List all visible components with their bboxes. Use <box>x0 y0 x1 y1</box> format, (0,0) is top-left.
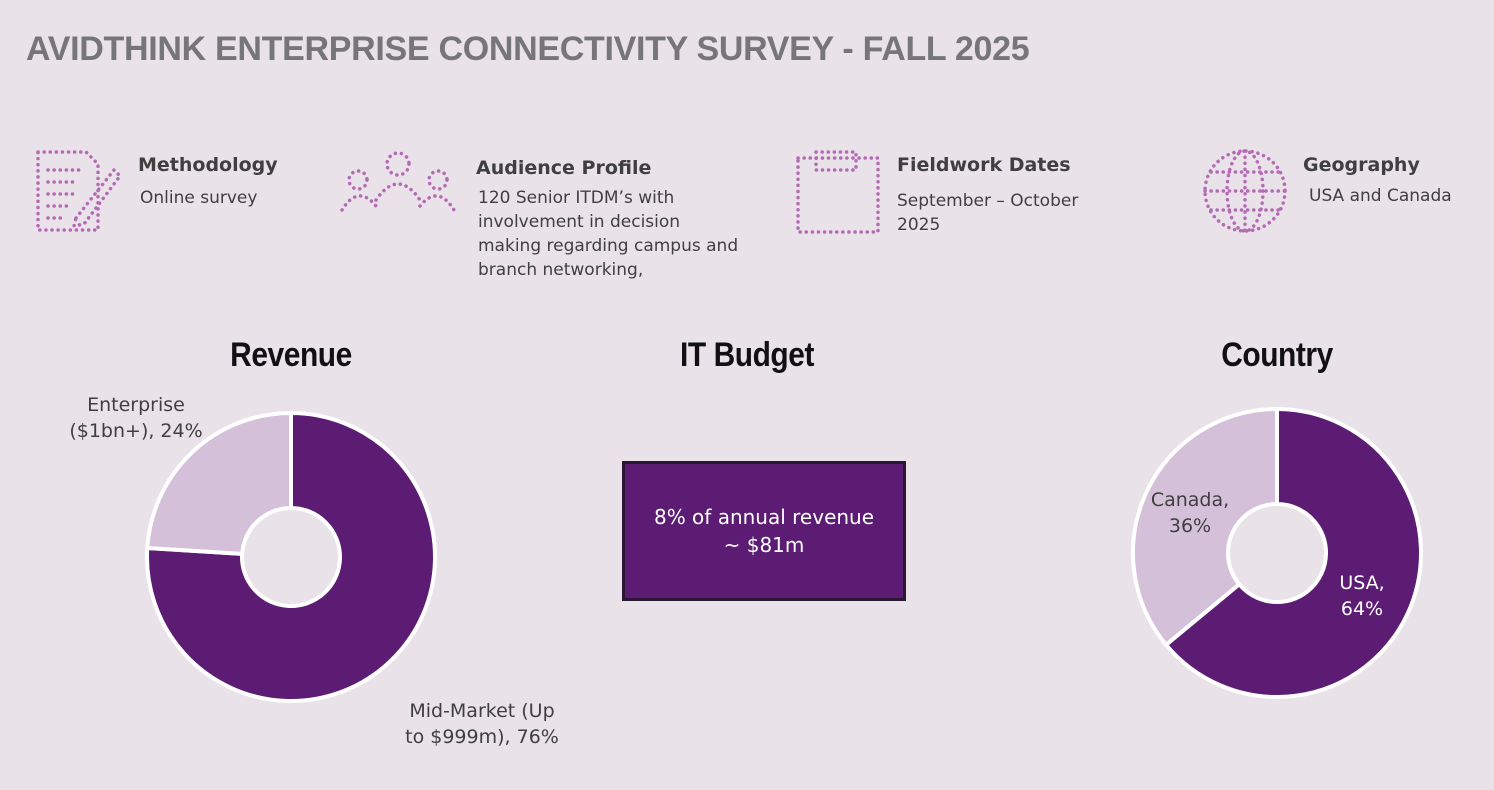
it-budget-box: 8% of annual revenue ~ $81m <box>622 461 906 601</box>
fieldwork-title: Fieldwork Dates <box>897 154 1071 176</box>
document-pen-icon <box>36 150 123 232</box>
donut-slice-canada <box>1131 407 1279 647</box>
page-title: AVIDTHINK ENTERPRISE CONNECTIVITY SURVEY… <box>26 30 1030 68</box>
budget-line1: 8% of annual revenue <box>653 505 875 529</box>
globe-icon <box>1203 149 1287 233</box>
audience-title: Audience Profile <box>476 157 652 179</box>
revenue-title: Revenue <box>230 336 352 374</box>
donut-slice-usa <box>1164 407 1423 699</box>
enterprise-label-line2: ($1bn+), 24% <box>69 420 203 442</box>
usa-slice-label: USA, 64% <box>1312 570 1412 622</box>
midmarket-slice-label: Mid-Market (Up to $999m), 76% <box>392 698 572 750</box>
donut-slice-enterprise-1bn <box>145 411 293 556</box>
country-title: Country <box>1221 336 1333 374</box>
methodology-title: Methodology <box>138 154 278 176</box>
people-group-icon <box>340 151 456 212</box>
budget-line2: ~ $81m <box>723 533 805 557</box>
geography-text: USA and Canada <box>1309 186 1452 206</box>
enterprise-slice-label: Enterprise ($1bn+), 24% <box>56 392 216 444</box>
canada-label-line1: Canada, <box>1150 489 1230 511</box>
geography-title: Geography <box>1303 154 1420 176</box>
canada-slice-label: Canada, 36% <box>1130 487 1250 539</box>
fieldwork-text: September – October 2025 <box>897 191 1079 235</box>
donut-slice-mid-market-up-to-999m <box>145 411 437 703</box>
clipboard-icon <box>796 150 880 234</box>
enterprise-label-line1: Enterprise <box>87 394 185 416</box>
audience-text: 120 Senior ITDM’s with involvement in de… <box>478 188 739 280</box>
usa-label-line2: 64% <box>1340 598 1384 620</box>
midmarket-label-line1: Mid-Market (Up <box>409 700 555 722</box>
methodology-text: Online survey <box>140 188 258 208</box>
canada-label-line2: 36% <box>1168 515 1212 537</box>
usa-label-line1: USA, <box>1339 572 1385 594</box>
it-budget-title: IT Budget <box>679 336 814 374</box>
midmarket-label-line2: to $999m), 76% <box>405 726 559 748</box>
